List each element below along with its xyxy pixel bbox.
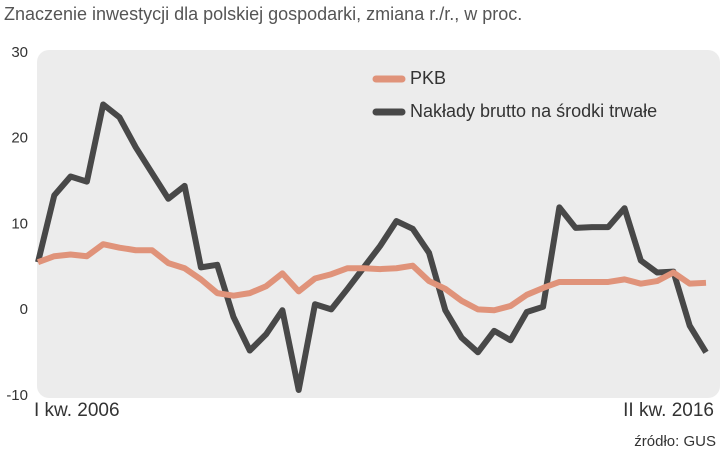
y-tick-label: 30 — [11, 44, 28, 61]
y-tick-label: 20 — [11, 130, 28, 147]
x-tick-label: I kw. 2006 — [34, 400, 120, 421]
legend-label: Nakłady brutto na środki trwałe — [410, 101, 657, 121]
y-tick-label: -10 — [6, 387, 28, 404]
legend-label: PKB — [410, 68, 446, 88]
source: źródło: GUS — [634, 433, 716, 450]
line-series — [35, 101, 709, 393]
y-tick-label: 0 — [20, 301, 28, 318]
plot-area — [37, 50, 720, 398]
chart-title: Znaczenie inwestycji dla polskiej gospod… — [4, 4, 522, 24]
x-tick-label: II kw. 2016 — [623, 400, 714, 421]
line-series — [36, 241, 707, 314]
y-tick-label: 10 — [11, 215, 28, 232]
